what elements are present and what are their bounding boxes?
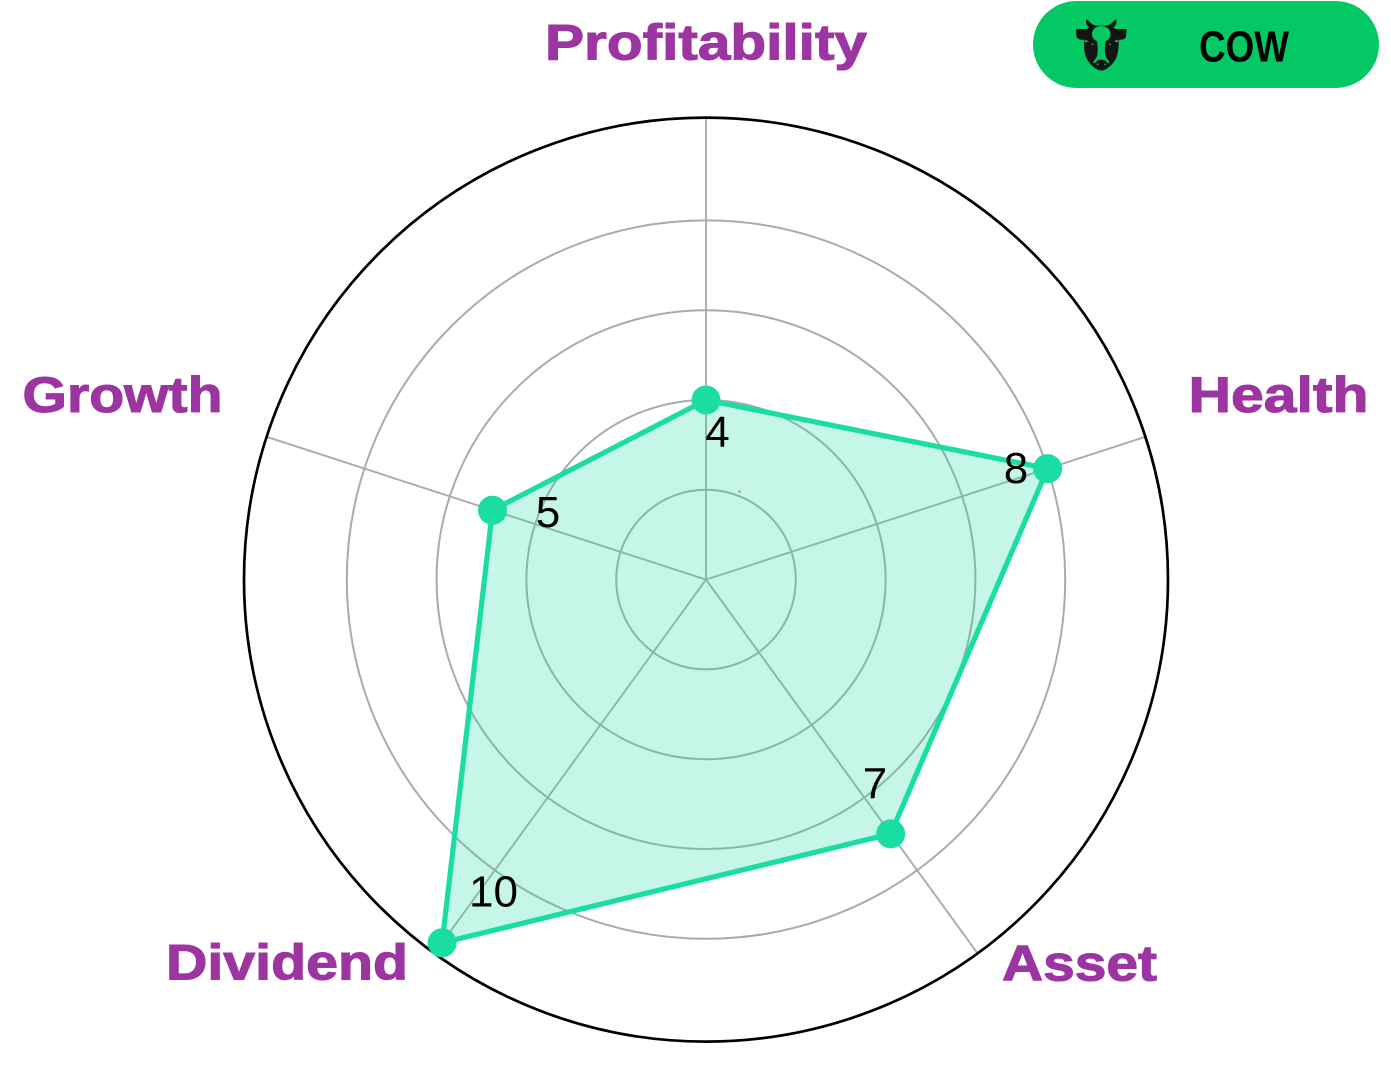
svg-text:Health: Health bbox=[1189, 366, 1369, 423]
svg-text:COW: COW bbox=[1199, 22, 1289, 71]
svg-text:10: 10 bbox=[469, 868, 518, 917]
svg-text:8: 8 bbox=[1004, 444, 1028, 493]
svg-text:Growth: Growth bbox=[23, 366, 223, 423]
svg-text:Dividend: Dividend bbox=[166, 933, 408, 990]
svg-text:7: 7 bbox=[863, 759, 887, 808]
svg-text:Profitability: Profitability bbox=[545, 13, 867, 70]
svg-text:4: 4 bbox=[705, 408, 729, 457]
svg-text:5: 5 bbox=[536, 488, 560, 537]
svg-text:Asset: Asset bbox=[1002, 934, 1157, 991]
